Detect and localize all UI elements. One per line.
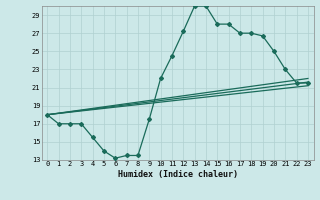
X-axis label: Humidex (Indice chaleur): Humidex (Indice chaleur) [118,170,237,179]
